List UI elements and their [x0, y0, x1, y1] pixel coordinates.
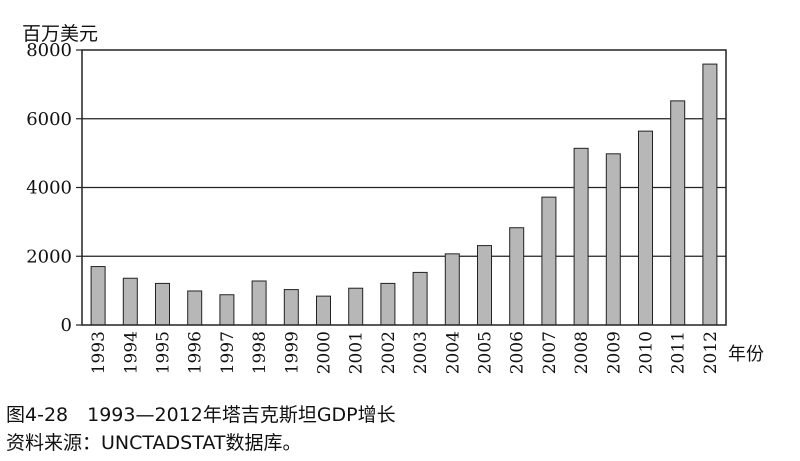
- bar-2009: [605, 153, 621, 326]
- x-tick-label: 2010: [637, 331, 657, 374]
- x-tick-label: 1999: [282, 331, 302, 374]
- figure-caption: 图4-28 1993—2012年塔吉克斯坦GDP增长: [6, 404, 396, 426]
- x-tick-label: 2009: [604, 331, 624, 374]
- bar-1999: [283, 289, 299, 326]
- bar-2002: [380, 282, 396, 326]
- y-tick-label: 6000: [26, 109, 72, 130]
- x-tick-label: 1993: [89, 331, 109, 374]
- y-axis-label: 百万美元: [22, 23, 98, 45]
- x-tick-label: 1997: [218, 331, 238, 374]
- bar-1997: [219, 294, 235, 326]
- y-tick-label: 4000: [26, 178, 72, 199]
- x-tick-label: 1996: [186, 331, 206, 374]
- bar-1993: [90, 266, 106, 326]
- bar-2001: [348, 287, 364, 326]
- x-tick-label: 2004: [443, 331, 463, 374]
- x-tick-label: 2005: [476, 331, 496, 374]
- gridlines: [82, 118, 726, 257]
- bar-2000: [316, 295, 331, 326]
- x-tick-label: 2007: [540, 331, 560, 374]
- bar-1994: [122, 277, 138, 326]
- y-tick-label: 8000: [26, 40, 72, 61]
- bar-1996: [187, 290, 203, 326]
- bar-2008: [573, 147, 589, 326]
- bar-2010: [638, 130, 653, 326]
- x-tick-label: 1995: [154, 331, 174, 374]
- bar-2012: [702, 63, 718, 326]
- bars: [90, 63, 718, 326]
- bar-2004: [444, 253, 460, 326]
- y-axis-ticks: 0 2000 4000 6000 8000: [26, 40, 82, 336]
- x-tick-label: 2003: [411, 331, 431, 374]
- x-tick-label: 2006: [508, 331, 528, 374]
- x-tick-label: 2002: [379, 331, 399, 374]
- bar-1995: [155, 282, 170, 326]
- bar-2003: [412, 271, 428, 326]
- source-note: 资料来源：UNCTADSTAT数据库。: [6, 432, 302, 454]
- bar-2006: [509, 227, 525, 326]
- x-axis-label: 年份: [728, 344, 764, 365]
- bar-2005: [477, 245, 492, 326]
- x-tick-label: 1998: [250, 331, 270, 374]
- bar-2007: [541, 196, 557, 326]
- bar-2011: [670, 100, 686, 326]
- x-tick-label: 2000: [315, 331, 335, 374]
- x-tick-label: 1994: [121, 331, 141, 374]
- bar-1998: [251, 280, 267, 326]
- x-tick-label: 2001: [347, 331, 367, 374]
- x-tick-label: 2008: [572, 331, 592, 374]
- x-tick-label: 2012: [701, 331, 721, 374]
- x-tick-label: 2011: [669, 331, 689, 374]
- y-tick-label: 2000: [26, 246, 72, 267]
- x-axis-ticks: 1993 1994 1995 1996 1997 1998 1999 2000 2001 2002…: [89, 331, 721, 374]
- y-tick-label: 0: [61, 315, 72, 336]
